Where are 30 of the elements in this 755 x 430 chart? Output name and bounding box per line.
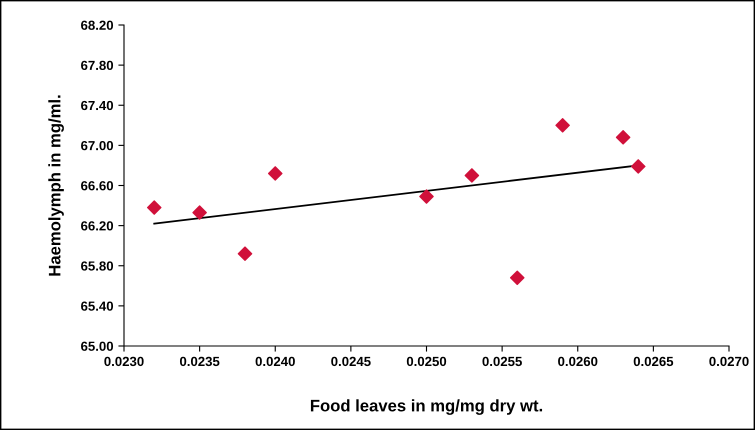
x-tick-label: 0.0245 [331,356,371,366]
x-axis-title: Food leaves in mg/mg dry wt. [310,399,542,415]
y-axis-title: Haemolymph in mg/ml. [48,95,64,276]
point [238,246,252,261]
y-tick-label: 65.40 [81,301,114,311]
y-tick-label: 67.40 [81,100,114,110]
y-tick-label: 67.80 [81,60,114,70]
y-tick-label: 65.00 [81,342,114,351]
x-tick-label: 0.0235 [180,356,220,366]
y-tick-label: 68.20 [81,20,114,30]
x-tick-label: 0.0270 [709,356,749,366]
point [616,130,630,145]
x-tick-label: 0.0255 [482,356,522,366]
x-tick-label: 0.0265 [634,356,674,366]
y-tick-label: 66.20 [81,221,114,231]
point [464,168,480,183]
point [268,166,283,181]
x-tick-label: 0.0240 [256,356,295,366]
y-tick-label: 67.00 [81,140,114,150]
point [419,189,434,204]
y-tick-label: 65.80 [81,261,114,271]
y-tick-label: 66.60 [81,181,114,190]
point [555,118,570,133]
x-tick-label: 0.0260 [558,356,598,366]
point [510,270,525,286]
point [146,200,162,215]
x-tick-label: 0.0230 [104,356,144,366]
point [192,205,207,220]
x-tick-label: 0.0250 [406,356,446,366]
point [630,159,646,174]
